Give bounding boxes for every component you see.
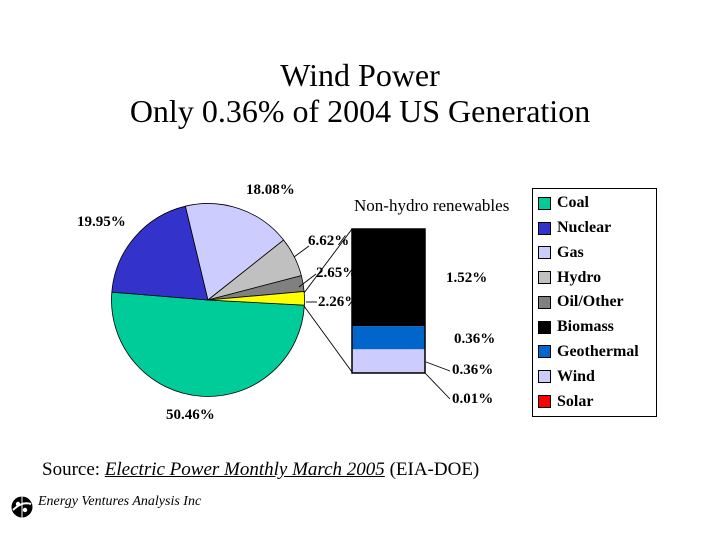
legend-item-biomass: Biomass <box>538 316 656 339</box>
legend-swatch-oil-other <box>538 295 551 309</box>
legend-label-hydro: Hydro <box>557 268 602 286</box>
slide-title: Wind Power Only 0.36% of 2004 US Generat… <box>0 57 720 129</box>
bar-segment-biomass <box>352 229 425 327</box>
legend-label-biomass: Biomass <box>557 318 614 336</box>
legend-item-coal: Coal <box>538 192 656 215</box>
eva-logo-icon <box>11 496 33 518</box>
legend-label-solar: Solar <box>557 392 594 410</box>
pie-slice-coal <box>111 291 305 397</box>
leader-line <box>425 361 451 372</box>
legend-swatch-biomass <box>538 320 551 334</box>
pie-label-nuclear: 19.95% <box>77 214 126 230</box>
pie-slice-oil-other <box>207 275 305 301</box>
legend-label-oil-other: Oil/Other <box>557 293 624 311</box>
legend-swatch-coal <box>538 196 551 210</box>
legend-item-geothermal: Geothermal <box>538 340 656 363</box>
legend-item-hydro: Hydro <box>538 266 656 289</box>
legend-label-nuclear: Nuclear <box>557 219 612 237</box>
company-name: Energy Ventures Analysis Inc <box>38 494 202 509</box>
bar-border <box>351 228 426 374</box>
legend-swatch-nuclear <box>538 221 551 235</box>
chart-legend: Coal Nuclear Gas Hydro Oil/Other Biomass Geoth… <box>532 188 657 417</box>
pie-label-renewables: 2.26% <box>318 294 360 310</box>
legend-label-geothermal: Geothermal <box>557 342 639 360</box>
bar-label-solar: 0.01% <box>452 391 494 407</box>
legend-label-wind: Wind <box>557 367 595 385</box>
footer: Energy Ventures Analysis Inc <box>10 494 202 518</box>
legend-item-nuclear: Nuclear <box>538 217 656 240</box>
legend-swatch-gas <box>538 246 551 260</box>
bar-segment-solar <box>352 372 425 373</box>
leader-line <box>293 245 310 258</box>
legend-swatch-hydro <box>538 271 551 285</box>
bar-label-biomass: 1.52% <box>446 270 488 286</box>
leader-line <box>298 273 317 288</box>
pie-slice-non-hydro-renewables <box>207 291 305 306</box>
slide-title-line2: Only 0.36% of 2004 US Generation <box>129 93 591 129</box>
pie-label-hydro: 6.62% <box>308 233 350 249</box>
legend-item-gas: Gas <box>538 241 656 264</box>
pie-slice-nuclear <box>111 205 209 301</box>
legend-label-coal: Coal <box>557 194 589 212</box>
slide-title-line1: Wind Power <box>280 57 440 93</box>
bar-segment-wind <box>352 349 425 373</box>
source-suffix: (EIA-DOE) <box>384 459 480 480</box>
pie-slice-hydro <box>207 239 302 301</box>
legend-item-oil-other: Oil/Other <box>538 291 656 314</box>
pie-label-oil-other: 2.65% <box>316 265 358 281</box>
non-hydro-renewables-caption: Non-hydro renewables <box>354 196 510 215</box>
pie-slice-gas <box>184 203 285 301</box>
source-line: Source: Electric Power Monthly March 200… <box>42 459 479 481</box>
legend-swatch-solar <box>538 395 551 408</box>
legend-swatch-geothermal <box>538 345 551 359</box>
legend-item-solar: Solar <box>538 390 656 413</box>
leader-line <box>303 305 353 373</box>
leader-line <box>424 372 451 400</box>
pie-label-gas: 18.08% <box>246 182 295 198</box>
bar-segment-geothermal <box>352 326 425 350</box>
legend-item-wind: Wind <box>538 365 656 388</box>
pie-label-coal: 50.46% <box>166 407 215 423</box>
legend-label-gas: Gas <box>557 243 584 261</box>
source-prefix: Source: <box>42 459 105 480</box>
source-publication[interactable]: Electric Power Monthly March 2005 <box>104 459 385 480</box>
legend-swatch-wind <box>538 370 551 384</box>
bar-label-wind: 0.36% <box>452 362 494 378</box>
bar-label-geothermal: 0.36% <box>454 331 496 347</box>
